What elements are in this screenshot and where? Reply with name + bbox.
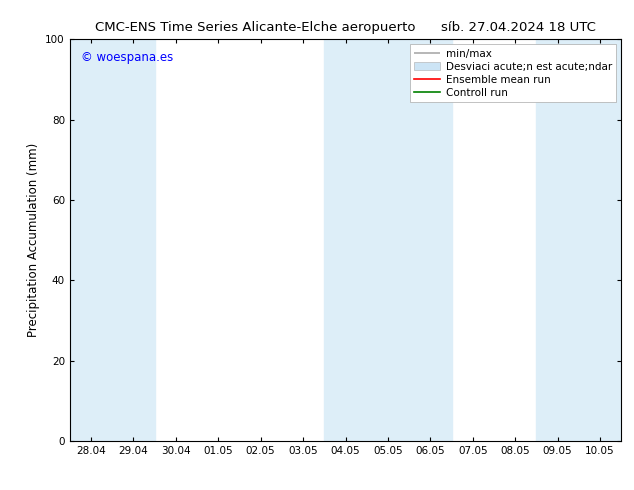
Y-axis label: Precipitation Accumulation (mm): Precipitation Accumulation (mm) xyxy=(27,143,40,337)
Legend: min/max, Desviaci acute;n est acute;ndar, Ensemble mean run, Controll run: min/max, Desviaci acute;n est acute;ndar… xyxy=(410,45,616,102)
Text: © woespana.es: © woespana.es xyxy=(81,51,173,64)
Bar xyxy=(325,39,451,441)
Bar xyxy=(536,39,621,441)
Bar xyxy=(70,39,155,441)
Title: CMC-ENS Time Series Alicante-Elche aeropuerto      síb. 27.04.2024 18 UTC: CMC-ENS Time Series Alicante-Elche aerop… xyxy=(95,21,596,34)
